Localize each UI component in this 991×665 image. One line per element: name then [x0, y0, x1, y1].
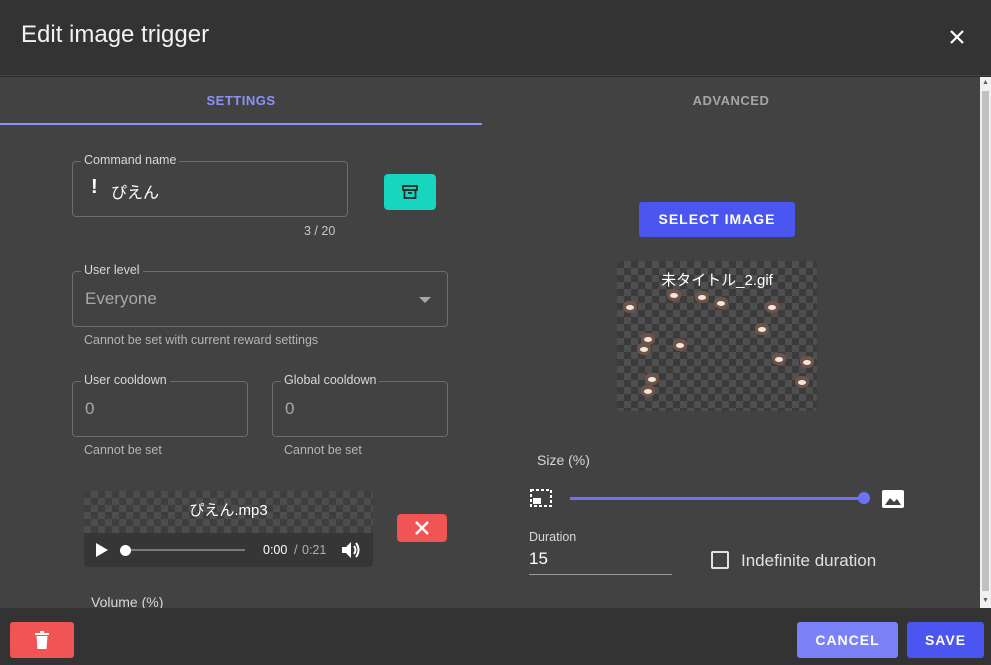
size-slider-thumb[interactable] [858, 492, 870, 504]
sticker-graphic [637, 343, 651, 355]
tab-settings[interactable]: SETTINGS [0, 77, 482, 125]
scroll-down-icon[interactable]: ▼ [982, 597, 989, 604]
close-icon [415, 521, 429, 535]
trash-icon [35, 631, 49, 649]
user-cooldown-hint: Cannot be set [84, 443, 162, 457]
tab-advanced[interactable]: ADVANCED [692, 93, 770, 108]
volume-icon[interactable] [341, 541, 361, 559]
close-icon [950, 30, 964, 44]
chevron-down-icon [419, 297, 431, 303]
audio-file-name: ぴえん.mp3 [189, 502, 268, 519]
user-level-label: User level [81, 263, 143, 277]
audio-current-time: 0:00 [263, 543, 288, 557]
user-level-value: Everyone [85, 289, 157, 308]
user-level-select[interactable]: User level Everyone [72, 263, 448, 327]
audio-seek-track[interactable] [125, 549, 245, 551]
sticker-graphic [765, 301, 779, 313]
sticker-graphic [695, 291, 709, 303]
audio-seek-thumb[interactable] [120, 545, 131, 556]
user-level-hint: Cannot be set with current reward settin… [84, 333, 319, 347]
sticker-graphic [800, 356, 814, 368]
remove-audio-button[interactable] [397, 514, 447, 542]
sticker-graphic [641, 333, 655, 345]
indefinite-duration-label: Indefinite duration [741, 551, 877, 570]
command-name-counter: 3 / 20 [304, 224, 336, 238]
audio-controls: 0:00 / 0:21 [84, 533, 373, 567]
global-cooldown-label: Global cooldown [281, 373, 380, 387]
command-name-label: Command name [81, 153, 180, 167]
play-icon[interactable] [96, 543, 108, 557]
audio-player: ぴえん.mp3 0:00 / 0:21 [84, 491, 373, 567]
cancel-button[interactable]: CANCEL [797, 622, 898, 658]
command-name-field[interactable]: Command name ! ぴえん [72, 153, 348, 217]
global-cooldown-hint: Cannot be set [284, 443, 362, 457]
dialog-title: Edit image trigger [21, 21, 210, 48]
dialog-header: Edit image trigger [0, 0, 991, 76]
sticker-graphic [623, 301, 637, 313]
indefinite-duration-checkbox[interactable] [711, 551, 729, 569]
save-button[interactable]: SAVE [907, 622, 984, 658]
sticker-graphic [673, 339, 687, 351]
delete-button[interactable] [10, 622, 74, 658]
scroll-up-icon[interactable]: ▲ [982, 79, 989, 86]
global-cooldown-field[interactable]: Global cooldown 0 [272, 373, 448, 437]
sticker-graphic [645, 373, 659, 385]
command-prefix: ! [91, 176, 98, 198]
archive-button[interactable] [384, 174, 436, 210]
image-file-name: 未タイトル_2.gif [661, 272, 773, 289]
global-cooldown-value: 0 [285, 399, 295, 418]
sticker-graphic [755, 323, 769, 335]
audio-time-separator: / [294, 543, 298, 557]
sticker-graphic [772, 353, 786, 365]
audio-duration: 0:21 [302, 543, 327, 557]
archive-icon [402, 185, 418, 199]
size-slider-track[interactable] [570, 497, 864, 500]
user-cooldown-value: 0 [85, 399, 95, 418]
user-cooldown-field[interactable]: User cooldown 0 [72, 373, 248, 437]
command-name-value: ぴえん [111, 185, 160, 202]
image-large-icon [882, 490, 904, 508]
duration-label: Duration [529, 530, 577, 544]
dialog-footer: CANCEL SAVE [0, 608, 991, 665]
duration-underline [529, 574, 672, 575]
tab-bar: SETTINGS ADVANCED [0, 77, 980, 125]
image-preview: 未タイトル_2.gif [617, 261, 817, 411]
sticker-graphic [714, 297, 728, 309]
close-button[interactable] [944, 24, 970, 50]
image-small-icon [530, 489, 552, 507]
scrollbar[interactable]: ▲ ▼ [980, 77, 991, 608]
sticker-graphic [641, 385, 655, 397]
duration-input[interactable]: 15 [529, 549, 548, 568]
user-cooldown-label: User cooldown [81, 373, 170, 387]
dialog-body: SETTINGS ADVANCED Command name ! ぴえん 3 /… [0, 77, 980, 608]
scrollbar-thumb[interactable] [982, 91, 989, 591]
select-image-button[interactable]: SELECT IMAGE [639, 202, 795, 237]
volume-label: Volume (%) [91, 594, 164, 608]
size-label: Size (%) [537, 452, 590, 468]
sticker-graphic [795, 376, 809, 388]
sticker-graphic [667, 289, 681, 301]
